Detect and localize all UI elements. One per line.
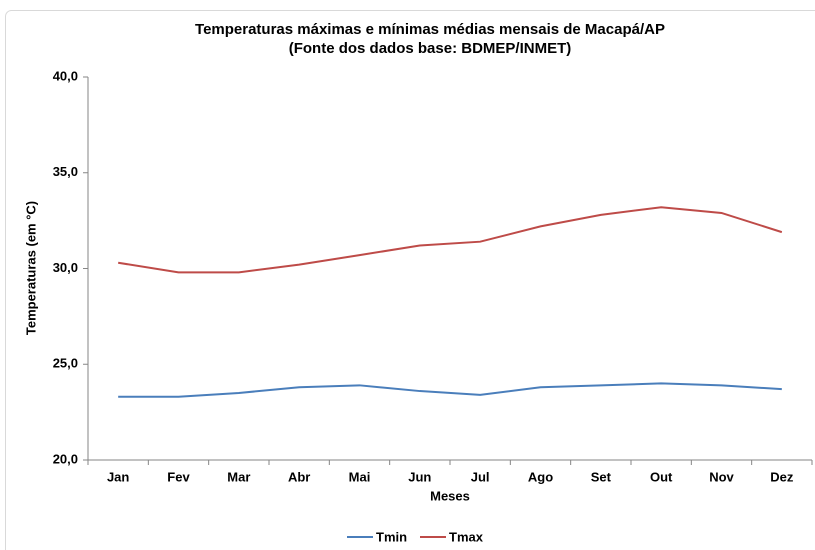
x-tick-label: Jun — [408, 469, 431, 484]
chart-subtitle: (Fonte dos dados base: BDMEP/INMET) — [289, 40, 572, 57]
chart-frame — [5, 10, 815, 550]
chart-title: Temperaturas máximas e mínimas médias me… — [195, 21, 665, 38]
y-tick-label: 40,0 — [53, 68, 78, 83]
y-axis-label: Temperaturas (em °C) — [23, 201, 38, 335]
x-tick-label: Jul — [471, 469, 490, 484]
x-tick-label: Abr — [288, 469, 310, 484]
x-tick-label: Jan — [107, 469, 129, 484]
series-line — [118, 206, 783, 274]
x-tick-label: Mai — [349, 469, 371, 484]
y-tick-label: 25,0 — [53, 356, 78, 371]
x-axis-label: Meses — [430, 488, 470, 503]
x-tick-label: Ago — [528, 469, 553, 484]
y-tick-label: 20,0 — [53, 451, 78, 466]
legend-label: Tmax — [449, 529, 484, 544]
x-tick-label: Fev — [167, 469, 190, 484]
legend-label: Tmin — [376, 529, 407, 544]
series-line — [118, 382, 782, 398]
x-tick-label: Nov — [709, 469, 734, 484]
x-tick-label: Out — [650, 469, 673, 484]
y-tick-label: 35,0 — [53, 164, 78, 179]
x-tick-label: Dez — [770, 469, 794, 484]
x-tick-label: Mar — [227, 469, 250, 484]
x-tick-label: Set — [591, 469, 612, 484]
y-tick-label: 30,0 — [53, 260, 78, 275]
